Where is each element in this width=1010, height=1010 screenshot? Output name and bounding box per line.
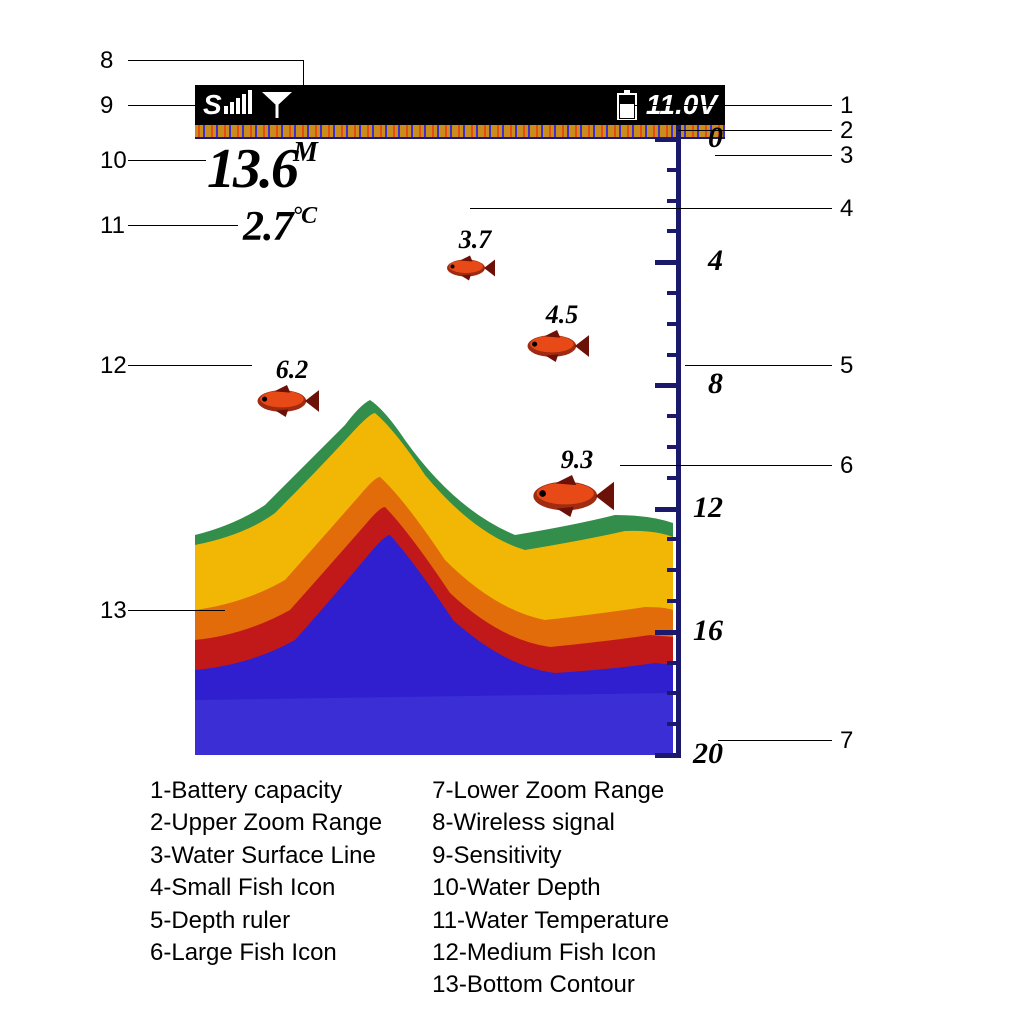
sensitivity-indicator: S — [203, 89, 256, 121]
depth-value: 13.6 — [207, 138, 297, 200]
legend-item: 5-Depth ruler — [150, 905, 382, 937]
ruler-label: 12 — [693, 491, 723, 525]
legend-item: 8-Wireless signal — [432, 807, 669, 839]
fish-depth-label: 4.5 — [532, 300, 592, 330]
signal-bars-icon — [224, 90, 252, 114]
legend: 1-Battery capacity2-Upper Zoom Range3-Wa… — [150, 775, 880, 1002]
callout-number: 6 — [840, 452, 853, 480]
legend-item: 1-Battery capacity — [150, 775, 382, 807]
legend-item: 10-Water Depth — [432, 872, 669, 904]
fish-finder-screen: S 11.0V 13.6M 2.7°C — [195, 85, 725, 755]
callout-number: 9 — [100, 92, 113, 120]
legend-item: 12-Medium Fish Icon — [432, 937, 669, 969]
callout-number: 12 — [100, 352, 127, 380]
ruler-label: 8 — [708, 367, 723, 401]
callout-number: 7 — [840, 727, 853, 755]
legend-item: 4-Small Fish Icon — [150, 872, 382, 904]
callout-number: 10 — [100, 147, 127, 175]
callout-number: 5 — [840, 352, 853, 380]
legend-item: 2-Upper Zoom Range — [150, 807, 382, 839]
legend-column-2: 7-Lower Zoom Range8-Wireless signal9-Sen… — [432, 775, 669, 1002]
fish-depth-label: 6.2 — [262, 355, 322, 385]
legend-item: 9-Sensitivity — [432, 840, 669, 872]
callout-number: 3 — [840, 142, 853, 170]
callout-number: 11 — [100, 212, 125, 240]
callout-number: 2 — [840, 117, 853, 145]
bottom-contour — [195, 385, 673, 755]
legend-item: 7-Lower Zoom Range — [432, 775, 669, 807]
ruler-label: 0 — [708, 121, 723, 155]
water-temperature-readout: 2.7°C — [243, 203, 316, 251]
water-depth-readout: 13.6M — [207, 137, 316, 201]
callout-number: 8 — [100, 47, 113, 75]
legend-item: 6-Large Fish Icon — [150, 937, 382, 969]
ruler-label: 4 — [708, 244, 723, 278]
ruler-label: 20 — [693, 737, 723, 771]
callout-number: 13 — [100, 597, 127, 625]
temp-unit: °C — [293, 203, 317, 229]
callout-number: 1 — [840, 92, 853, 120]
legend-item: 11-Water Temperature — [432, 905, 669, 937]
depth-ruler: 048121620 — [673, 125, 725, 755]
depth-unit: M — [293, 137, 316, 168]
callout-number: 4 — [840, 195, 853, 223]
wireless-signal-icon — [262, 92, 292, 118]
fish-depth-label: 3.7 — [445, 225, 505, 255]
legend-item: 13-Bottom Contour — [432, 969, 669, 1001]
legend-item: 3-Water Surface Line — [150, 840, 382, 872]
ruler-label: 16 — [693, 614, 723, 648]
small-fish-icon — [445, 255, 495, 286]
fish-finder-diagram: S 11.0V 13.6M 2.7°C — [0, 0, 1010, 1010]
legend-column-1: 1-Battery capacity2-Upper Zoom Range3-Wa… — [150, 775, 382, 1002]
temp-value: 2.7 — [243, 204, 293, 250]
medium-fish-icon — [525, 330, 589, 367]
